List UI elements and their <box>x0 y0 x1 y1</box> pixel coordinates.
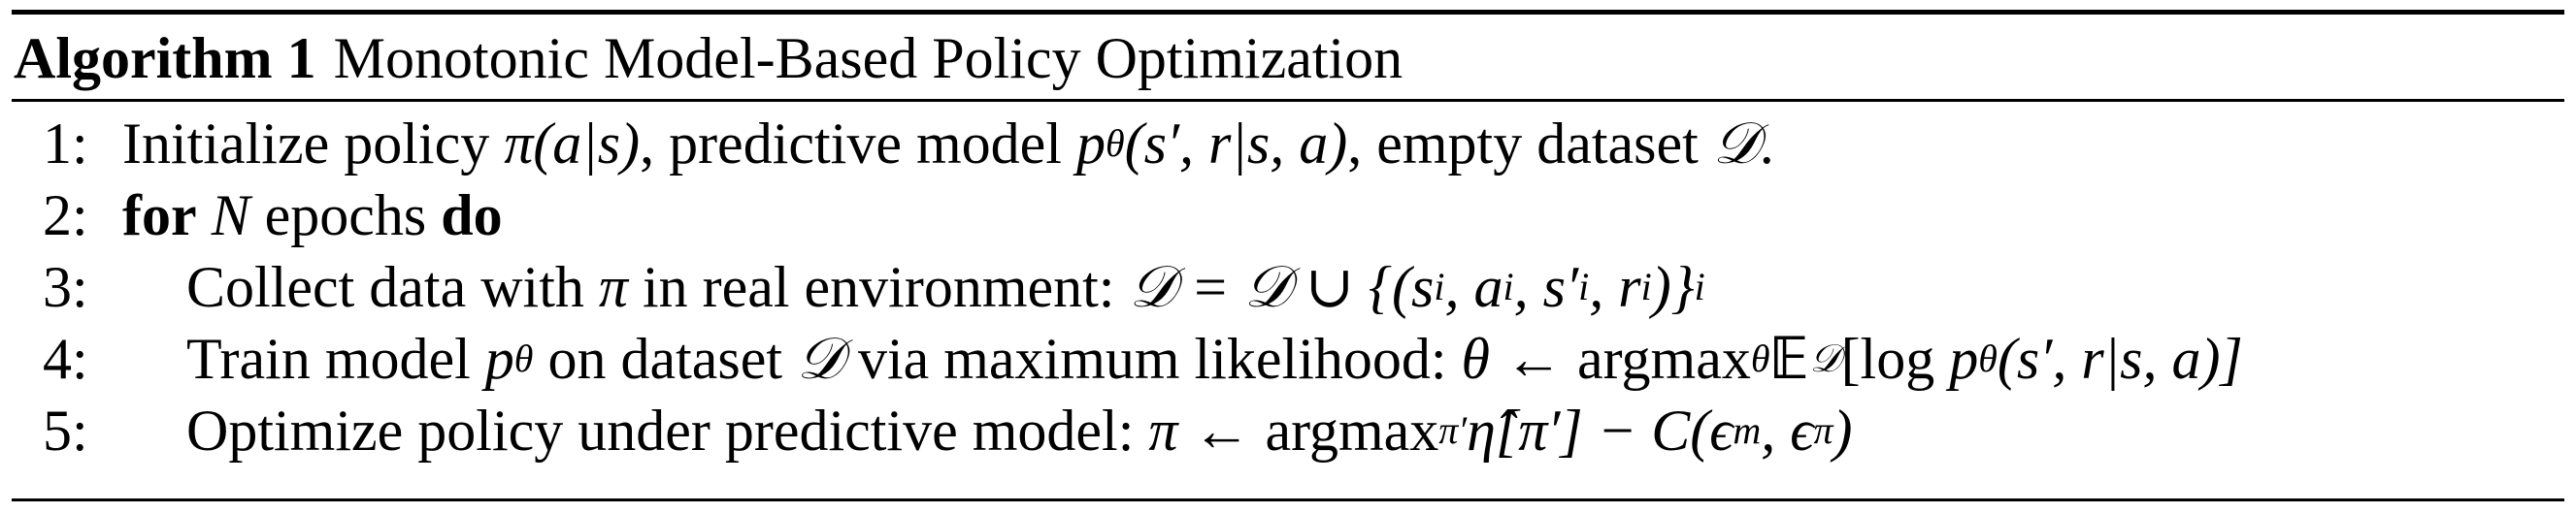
math-dataset: 𝒟 <box>1712 110 1760 177</box>
step-number: 4: <box>43 326 88 391</box>
step-number: 1: <box>43 111 88 176</box>
math-expectation: 𝔼 <box>1769 325 1810 393</box>
step-body: Collect data with π in real environment:… <box>186 254 1705 320</box>
step-text: Collect data with <box>186 254 599 319</box>
step-body: Initialize policy π(a|s) , predictive mo… <box>122 110 1774 177</box>
math-close: )} <box>1651 254 1695 319</box>
math-pi: π <box>598 254 628 319</box>
math-policy: π(a|s) <box>504 111 641 176</box>
step-body: for N epochs do <box>122 182 503 249</box>
step-text: Initialize policy <box>122 111 505 176</box>
top-rule <box>12 10 2564 15</box>
math-pi-assign: π ← <box>1148 398 1266 463</box>
math-s-prime: , s′ <box>1513 254 1579 319</box>
bottom-rule <box>12 498 2564 501</box>
step-body: Optimize policy under predictive model: … <box>186 398 1853 463</box>
step-number: 5: <box>43 398 88 463</box>
algorithm-header: Algorithm 1 Monotonic Model-Based Policy… <box>14 17 1403 99</box>
step-text: , empty dataset <box>1347 111 1713 176</box>
header-rule <box>12 99 2564 102</box>
math-objective: η̂[π′] − C(ϵ <box>1467 398 1734 463</box>
math-N: N <box>211 182 250 247</box>
step-number: 3: <box>43 254 88 319</box>
math-log: [log <box>1840 326 1950 391</box>
math-p: p <box>484 326 514 391</box>
step-text: Train model <box>186 326 485 391</box>
step-text: Optimize policy under predictive model: <box>186 398 1149 463</box>
algorithm-title: Monotonic Model-Based Policy Optimizatio… <box>333 25 1404 90</box>
step-text: via maximum likelihood: <box>842 326 1462 391</box>
math-dataset-union: 𝒟 = 𝒟 ∪ {(s <box>1129 255 1435 319</box>
step-text: . <box>1759 111 1774 176</box>
step-text: on dataset <box>533 326 798 391</box>
math-r: , r <box>1589 254 1641 319</box>
math-argmax: argmax <box>1265 398 1439 463</box>
step-number: 2: <box>43 182 88 247</box>
keyword-for: for <box>122 182 197 247</box>
step-text: , predictive model <box>640 111 1076 176</box>
math-a: , a <box>1444 254 1503 319</box>
math-model-args: (s′, r|s, a)] <box>1997 326 2243 391</box>
step-text: in real environment: <box>627 254 1130 319</box>
step-text: epochs <box>264 182 427 247</box>
math-theta-assign: θ ← <box>1461 326 1578 391</box>
math-argmax: argmax <box>1577 326 1751 391</box>
algorithm-label: Algorithm 1 <box>14 25 316 90</box>
math-model-args: (s′, r|s, a) <box>1124 111 1348 176</box>
math-p: p <box>1075 111 1106 176</box>
math-dataset: 𝒟 <box>797 325 843 393</box>
keyword-do: do <box>441 182 503 247</box>
math-close: ) <box>1833 398 1853 463</box>
math-p: p <box>1949 326 1979 391</box>
math-epsilon: , ϵ <box>1761 398 1814 463</box>
